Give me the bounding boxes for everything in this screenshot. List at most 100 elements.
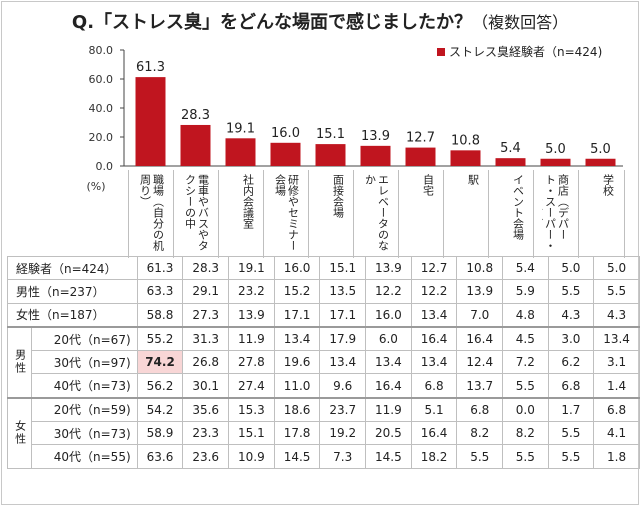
table-cell: 11.9 (365, 396, 412, 423)
table-cell: 13.4 (410, 350, 458, 375)
data-table: 経験者（n=424） 61.3 28.3 19.1 16.0 15.1 13.9 12.7 10… (6, 255, 640, 469)
table-cell: 19.6 (273, 350, 321, 375)
row-label: 20代（n=67) (31, 325, 138, 352)
table-cell: 6.0 (365, 325, 412, 352)
table-cell: 58.9 (136, 421, 184, 446)
table-row: 男性（n=237） 63.3 29.1 23.2 15.2 13.5 12.2 12.2 13.… (7, 279, 640, 304)
table-cell: 5.5 (502, 444, 549, 469)
table-cell: 23.7 (319, 396, 367, 423)
table-cell: 29.1 (182, 279, 230, 304)
table-cell: 63.3 (136, 279, 184, 304)
table-cell: 28.3 (182, 255, 230, 281)
table-cell: 63.6 (136, 444, 184, 469)
table-cell: 23.2 (228, 279, 275, 304)
table-cell: 16.0 (273, 255, 321, 281)
table-cell: 13.4 (365, 350, 412, 375)
bar-value-label: 19.1 (226, 121, 255, 136)
row-label: 経験者（n=424） (7, 255, 138, 281)
y-unit-label: (%) (86, 180, 105, 193)
table-cell: 74.2 (136, 350, 184, 375)
table-cell: 7.2 (502, 350, 549, 375)
category-label: 商店（デパート・スーパー・CVSなど） (542, 174, 570, 251)
table-cell: 8.2 (456, 421, 504, 446)
bar-value-label: 28.3 (181, 108, 210, 123)
bar-value-label: 16.0 (271, 126, 300, 141)
table-row: 女性（n=187） 58.8 27.3 13.9 17.1 17.1 16.0 13.4 7.0… (7, 302, 640, 328)
table-cell: 27.3 (182, 302, 230, 328)
table-row: 30代（n=73) 58.9 23.3 15.1 17.8 19.2 20.5 16.4 8.2… (8, 421, 640, 446)
chart-title-main: Q.「ストレス臭」をどんな場面で感じましたか？ (71, 12, 473, 33)
bar (405, 147, 436, 166)
bar (315, 144, 346, 166)
table-cell: 15.3 (228, 396, 275, 423)
table-cell: 11.0 (273, 373, 321, 399)
table-row: 30代（n=97) 74.2 26.8 27.8 19.6 13.4 13.4 13.4 12.… (8, 350, 640, 375)
category-cell (173, 170, 219, 258)
table-cell: 56.2 (136, 373, 184, 399)
category-cell (443, 170, 489, 258)
table-cell: 4.8 (502, 302, 549, 328)
table-cell: 5.0 (547, 255, 595, 281)
table-cell: 4.3 (593, 302, 640, 328)
table-row: 経験者（n=424） 61.3 28.3 19.1 16.0 15.1 13.9 12.7 10… (7, 255, 640, 281)
table-cell: 16.4 (365, 373, 412, 399)
table-cell: 8.2 (502, 421, 549, 446)
table-cell: 27.8 (228, 350, 275, 375)
table-cell: 5.5 (593, 279, 640, 304)
table-cell: 16.0 (365, 302, 412, 328)
table-cell: 17.1 (273, 302, 321, 328)
bar-value-label: 13.9 (361, 129, 390, 144)
table-cell: 13.4 (319, 350, 367, 375)
row-label: 40代（n=55) (31, 444, 138, 469)
y-tick-label: 40.0 (89, 102, 114, 115)
table-cell: 13.9 (228, 302, 275, 328)
category-cell (578, 170, 625, 258)
bar-value-label: 15.1 (316, 127, 345, 142)
bar (360, 145, 391, 166)
table-cell: 17.8 (273, 421, 321, 446)
category-cell (353, 170, 399, 258)
row-label: 30代（n=97) (31, 350, 138, 375)
table-cell: 18.2 (410, 444, 458, 469)
category-label: エレベータのなか (363, 174, 390, 251)
y-tick-label: 80.0 (89, 44, 114, 57)
table-cell: 5.9 (502, 279, 549, 304)
table-cell: 13.5 (319, 279, 367, 304)
bar-value-label: 61.3 (136, 60, 165, 75)
table-cell: 14.5 (273, 444, 321, 469)
table-cell: 15.1 (319, 255, 367, 281)
category-label: 自宅 (421, 174, 435, 196)
table-cell: 35.6 (182, 396, 230, 423)
table-cell: 13.4 (410, 302, 458, 328)
table-cell: 27.4 (228, 373, 275, 399)
table-cell: 7.0 (456, 302, 504, 328)
table-cell: 0.0 (502, 396, 549, 423)
bar-chart: 80.0 60.0 40.0 20.0 0.0 (%) 61.3 28.3 19.1 16.0 15… (86, 44, 623, 193)
row-label: 40代（n=73) (31, 373, 138, 399)
table-cell: 3.1 (593, 350, 640, 375)
bar (135, 77, 166, 166)
table-cell: 5.5 (456, 444, 504, 469)
table-cell: 6.8 (410, 373, 458, 399)
y-tick-label: 0.0 (96, 160, 114, 173)
bar-value-label: 10.8 (451, 133, 480, 148)
table-cell: 17.9 (319, 325, 367, 352)
bar (270, 142, 301, 166)
category-cell (263, 170, 309, 258)
table-cell: 18.6 (273, 396, 321, 423)
category-cell (218, 170, 264, 258)
bar (495, 158, 526, 166)
table-cell: 5.4 (502, 255, 549, 281)
bar (180, 124, 211, 166)
table-cell: 13.4 (273, 325, 321, 352)
table-cell: 5.5 (547, 279, 595, 304)
table-row: 40代（n=73) 56.2 30.1 27.4 11.0 9.6 16.4 6.8 13.7 5… (8, 373, 640, 399)
table-cell: 4.1 (593, 421, 640, 446)
table-cell: 7.3 (319, 444, 367, 469)
table-cell: 19.2 (319, 421, 367, 446)
table-cell: 5.5 (547, 421, 595, 446)
row-label: 女性（n=187） (7, 302, 138, 328)
bar (585, 158, 616, 166)
table-cell: 6.8 (456, 396, 504, 423)
row-label: 男性（n=237） (7, 279, 138, 304)
